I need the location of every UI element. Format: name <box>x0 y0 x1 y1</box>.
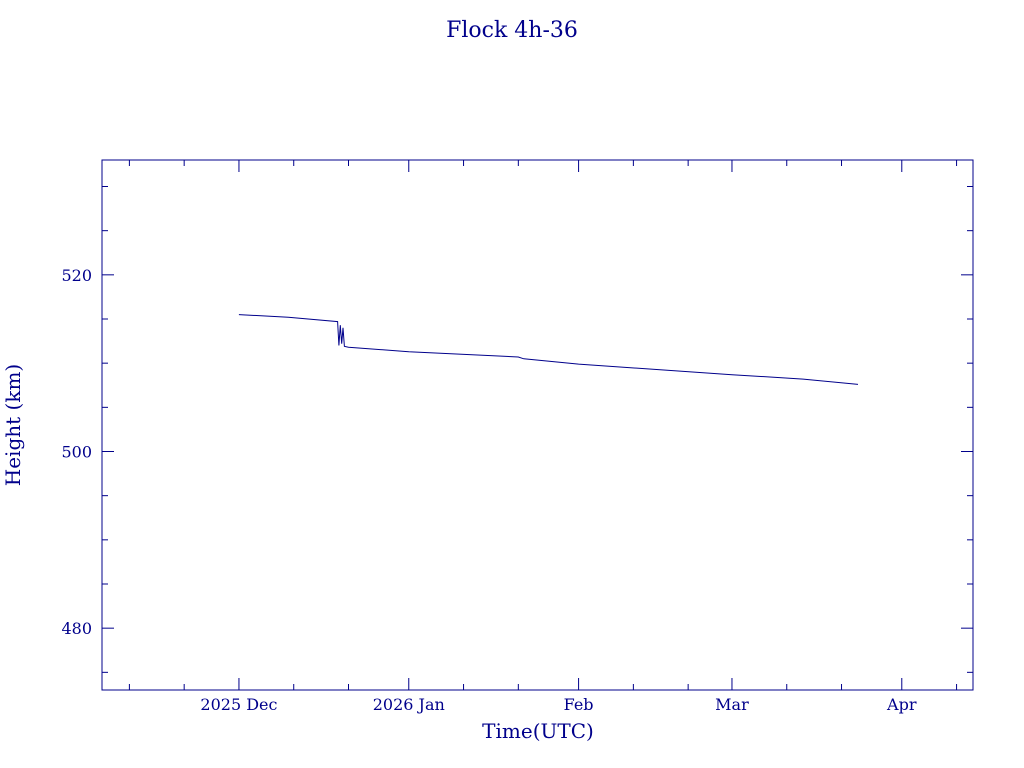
ticks-layer: 480 500 520 2025 Dec 2026 Jan Feb Mar Apr <box>61 160 973 714</box>
chart-title: Flock 4h-36 <box>446 18 578 43</box>
x-tick-label: Feb <box>564 695 594 714</box>
y-tick-label: 520 <box>61 266 92 285</box>
x-tick-label: 2026 Jan <box>373 695 445 714</box>
x-tick-label: 2025 Dec <box>200 695 277 714</box>
x-axis-label: Time(UTC) <box>482 719 594 743</box>
series-layer <box>238 314 859 385</box>
y-tick-label: 500 <box>61 443 92 462</box>
y-axis-label: Height (km) <box>1 364 25 486</box>
x-tick-label: Mar <box>715 695 749 714</box>
plot-frame <box>101 159 974 691</box>
series-line-0 <box>238 314 859 385</box>
y-tick-label: 480 <box>61 619 92 638</box>
x-tick-label: Apr <box>886 695 917 714</box>
